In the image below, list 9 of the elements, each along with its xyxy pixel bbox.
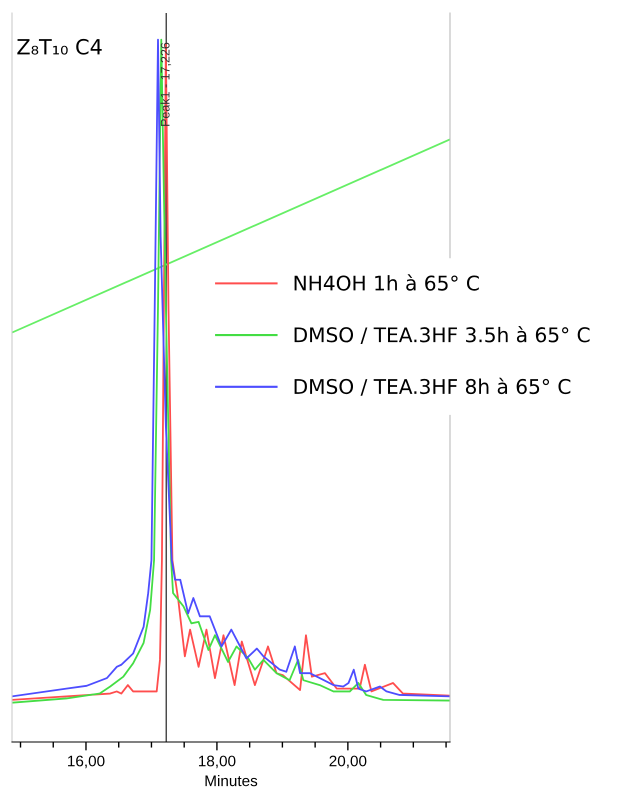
x-tick-label: 18,00 [198, 756, 236, 768]
chart-title: Z₈T₁₀ C4 [17, 38, 102, 55]
legend-label: NH4OH 1h à 65° C [294, 274, 479, 291]
ref-line-label: Peak1 - 17,226 [160, 42, 172, 126]
x-tick-label: 16,00 [68, 756, 104, 768]
x-tick-label: 20,00 [330, 756, 366, 768]
legend-label: DMSO / TEA.3HF 3.5h à 65° C [294, 326, 590, 344]
x-axis-title: Minutes [206, 774, 258, 786]
legend-label: DMSO / TEA.3HF 8h à 65° C [294, 378, 570, 396]
